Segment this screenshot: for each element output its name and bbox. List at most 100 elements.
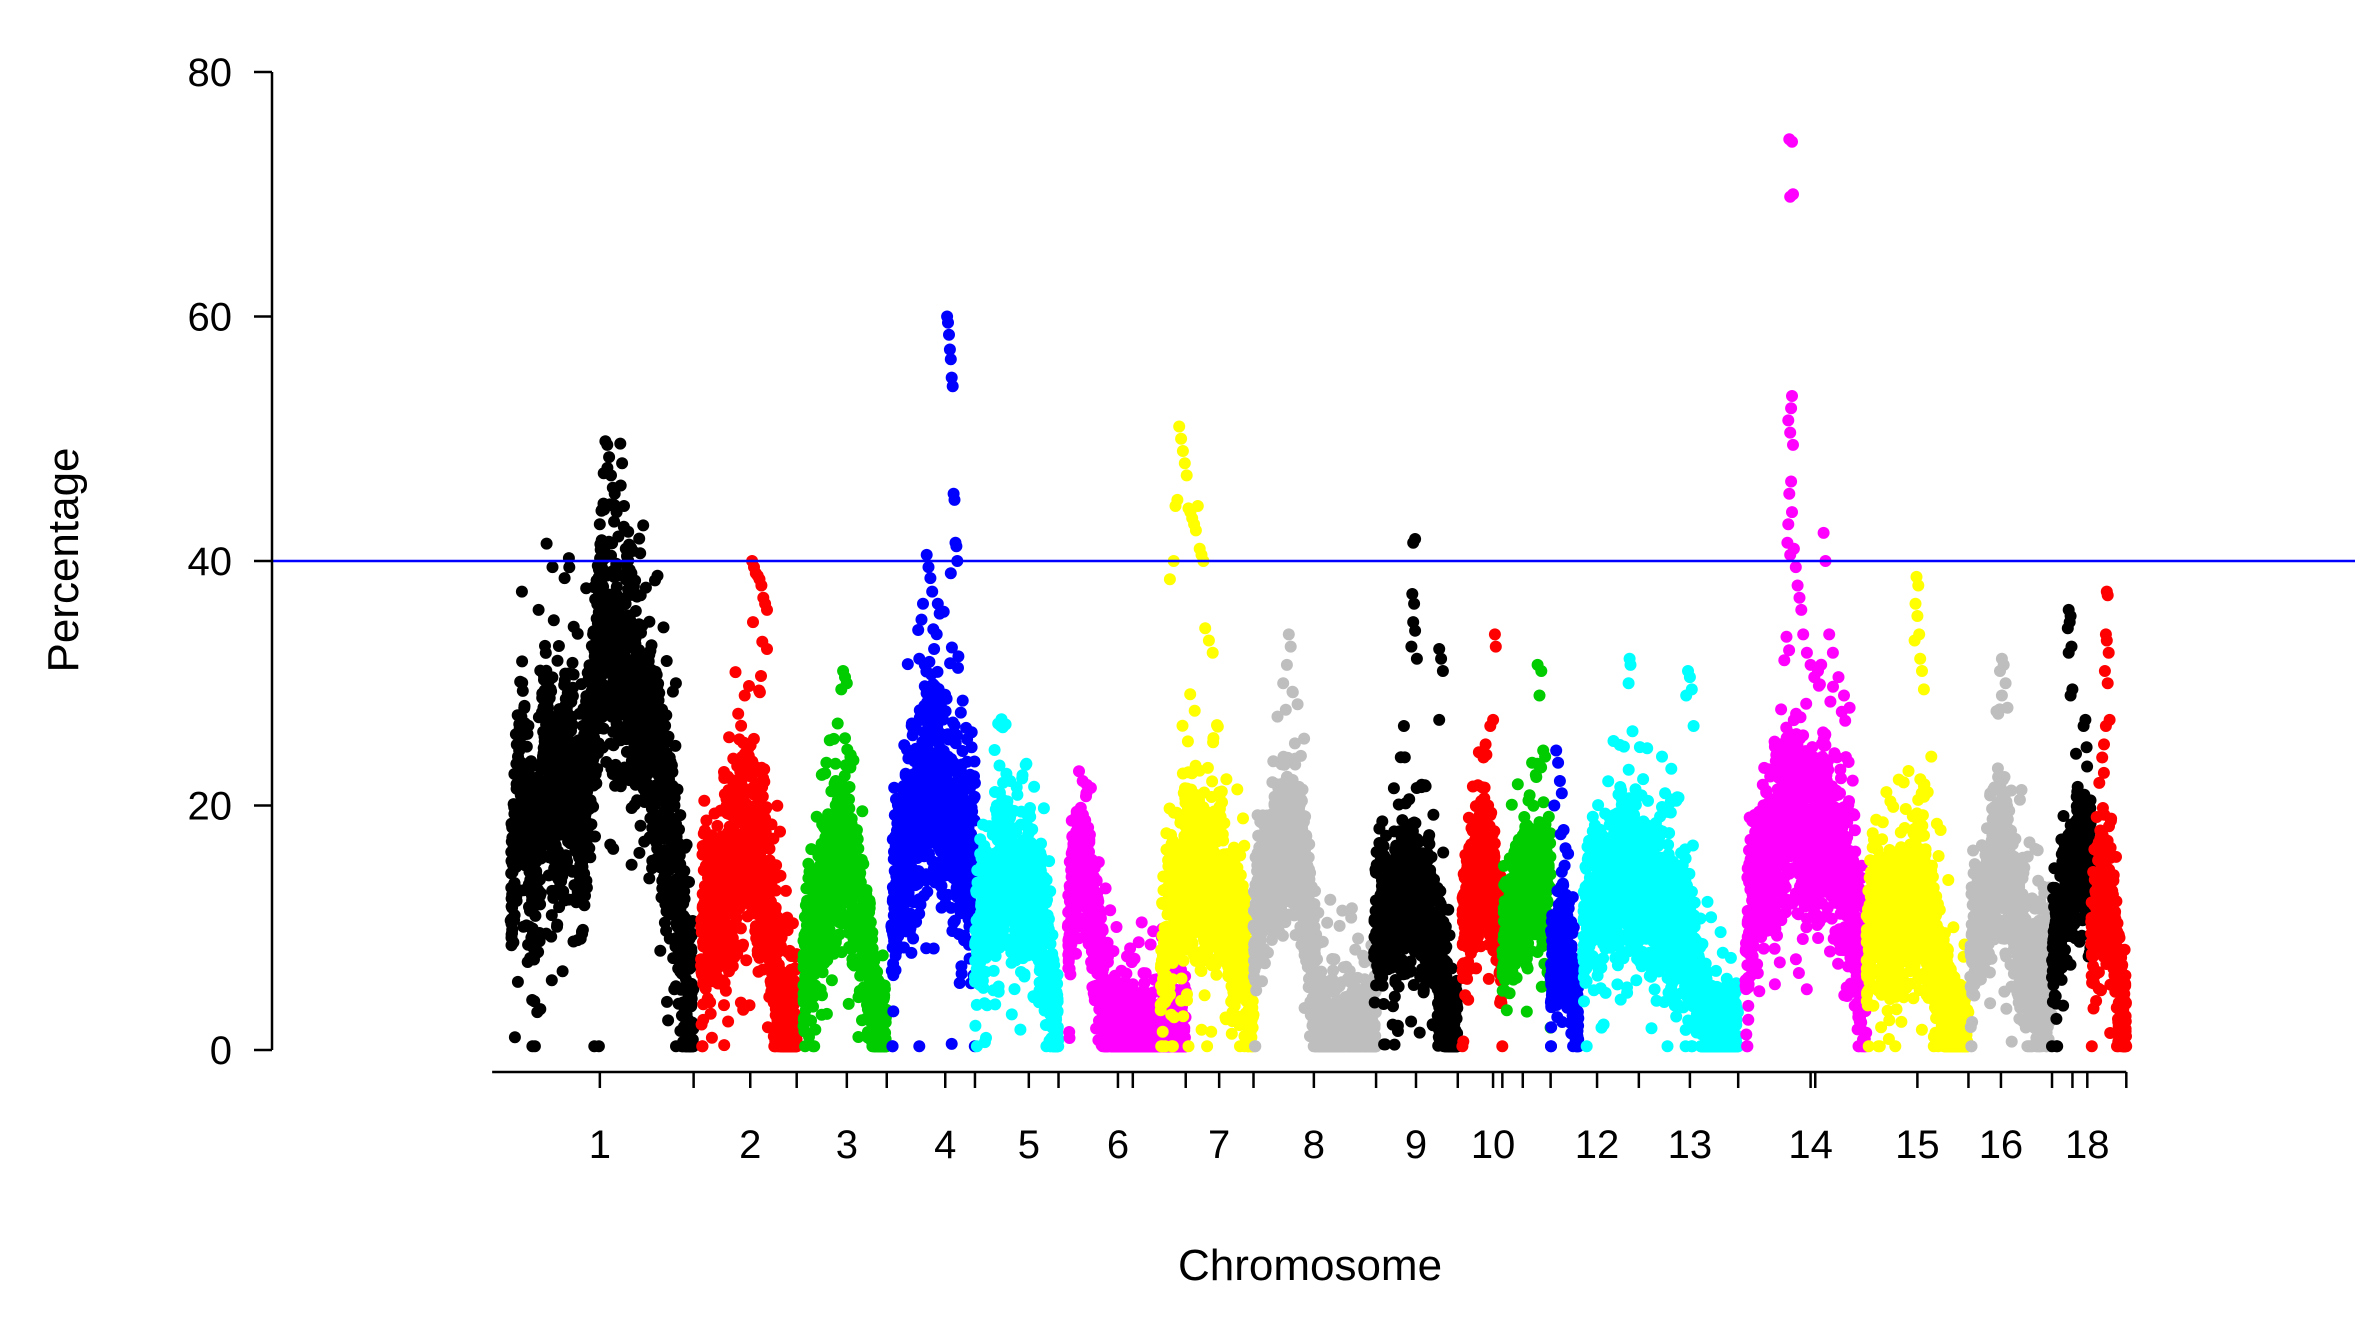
- data-point: [899, 767, 912, 780]
- data-point: [612, 773, 625, 786]
- data-point: [507, 879, 520, 892]
- data-point: [572, 734, 585, 747]
- data-point: [597, 548, 610, 561]
- data-point: [945, 764, 958, 777]
- data-point: [718, 999, 730, 1012]
- data-point: [506, 927, 518, 940]
- data-point: [580, 881, 593, 894]
- data-point: [774, 940, 787, 952]
- data-point: [614, 437, 627, 450]
- data-point: [970, 998, 983, 1011]
- data-point: [634, 652, 647, 665]
- data-point: [532, 946, 545, 958]
- data-point: [760, 919, 773, 932]
- data-point: [740, 745, 753, 757]
- data-point: [965, 741, 978, 754]
- data-point: [761, 643, 773, 655]
- data-point: [950, 881, 963, 894]
- data-point: [784, 965, 797, 978]
- data-point: [762, 961, 775, 974]
- data-point: [563, 744, 576, 756]
- data-point: [642, 764, 655, 777]
- data-point: [615, 593, 627, 606]
- data-point: [935, 901, 948, 914]
- data-point: [603, 451, 616, 464]
- data-point: [728, 811, 741, 824]
- data-point: [633, 532, 646, 545]
- data-point: [673, 887, 686, 900]
- data-point: [951, 855, 964, 868]
- data-point: [646, 681, 659, 694]
- data-point: [787, 1040, 800, 1053]
- data-point: [673, 863, 685, 875]
- data-point: [672, 824, 685, 837]
- data-point: [885, 964, 898, 977]
- data-point: [931, 665, 944, 678]
- data-point: [774, 825, 786, 838]
- data-point: [731, 947, 744, 960]
- data-point: [660, 865, 673, 878]
- data-point: [836, 917, 849, 930]
- data-point: [759, 934, 772, 946]
- data-point: [800, 882, 813, 895]
- data-point: [832, 866, 845, 879]
- data-point: [656, 825, 669, 838]
- data-point: [710, 964, 723, 976]
- data-point: [974, 833, 987, 846]
- data-point: [657, 621, 670, 634]
- data-point: [844, 761, 857, 774]
- data-point: [864, 916, 877, 929]
- data-point: [852, 879, 865, 892]
- data-point: [846, 835, 859, 848]
- data-point: [912, 624, 925, 636]
- data-point: [755, 855, 768, 868]
- data-point: [818, 821, 830, 833]
- data-point: [506, 866, 519, 879]
- data-point: [674, 949, 687, 962]
- data-point: [988, 744, 1001, 756]
- data-point: [779, 884, 792, 897]
- data-point: [742, 897, 755, 910]
- data-point: [616, 457, 629, 470]
- data-point: [942, 316, 954, 329]
- data-point: [558, 766, 571, 779]
- data-point: [615, 633, 628, 646]
- data-point: [705, 1031, 718, 1044]
- data-point: [517, 920, 530, 933]
- data-point: [698, 974, 711, 987]
- data-point: [540, 537, 553, 550]
- data-point: [551, 828, 564, 841]
- data-point: [823, 904, 836, 916]
- data-point: [542, 775, 555, 788]
- data-point: [915, 765, 928, 778]
- data-point: [920, 868, 933, 881]
- data-point: [663, 932, 676, 945]
- data-point: [550, 815, 563, 827]
- data-point: [753, 686, 766, 699]
- data-point: [815, 768, 828, 781]
- data-point: [959, 838, 972, 851]
- data-point: [849, 852, 862, 865]
- data-point: [530, 840, 543, 853]
- data-point: [546, 884, 559, 897]
- data-point: [604, 704, 617, 717]
- data-point: [781, 911, 794, 924]
- data-point: [590, 667, 603, 680]
- data-point: [518, 812, 531, 824]
- data-point: [695, 1018, 708, 1031]
- data-point: [820, 756, 833, 769]
- data-point: [591, 617, 604, 630]
- data-point: [931, 721, 944, 733]
- data-point: [855, 953, 868, 966]
- data-point: [900, 859, 913, 872]
- data-point: [595, 536, 608, 549]
- data-point: [545, 974, 558, 987]
- data-point: [942, 807, 955, 820]
- data-point: [576, 792, 589, 805]
- data-point: [737, 1003, 750, 1016]
- data-point: [572, 816, 585, 829]
- data-point: [723, 731, 736, 744]
- data-point: [914, 898, 927, 911]
